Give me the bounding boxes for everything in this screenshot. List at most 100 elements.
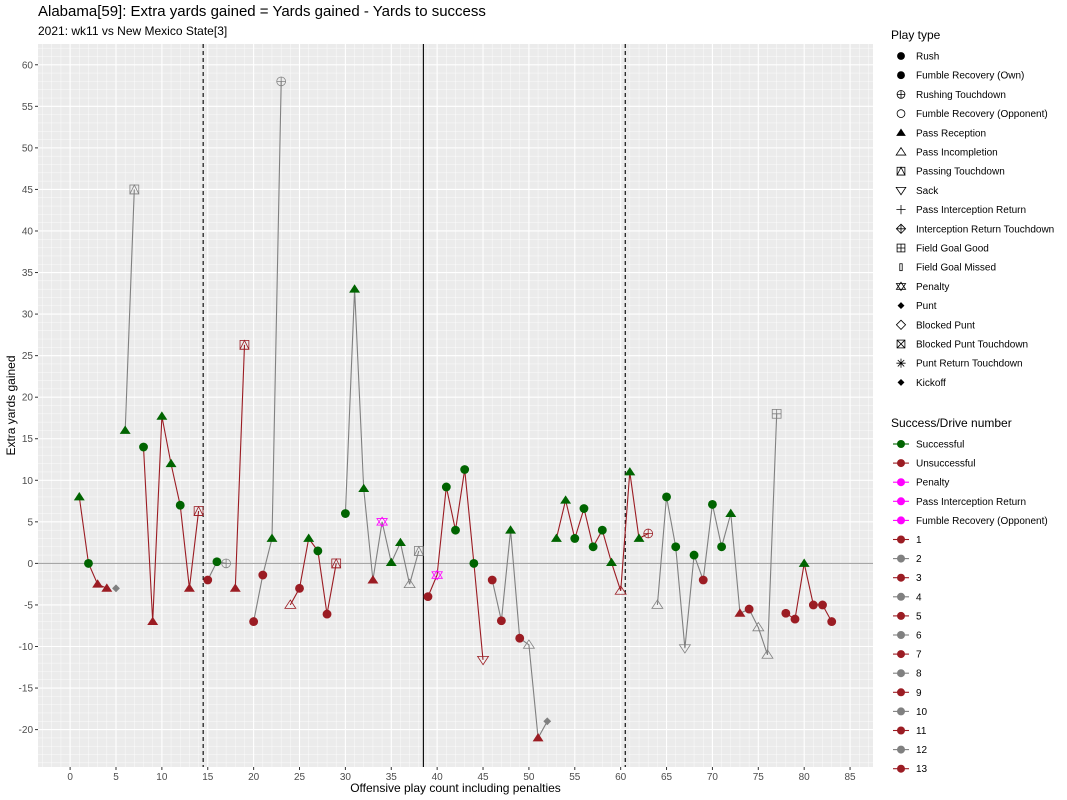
data-point: [394, 537, 406, 547]
x-tick-label: 75: [753, 772, 765, 783]
y-tick-label: 5: [27, 517, 33, 528]
data-point: [808, 600, 818, 610]
circle-marker: [203, 575, 213, 585]
data-point: [708, 499, 717, 509]
x-tick-label: 60: [615, 772, 627, 783]
triangle-marker: [532, 732, 544, 742]
data-point: [451, 525, 460, 535]
circle-marker: [808, 600, 818, 610]
legend-label: Kickoff: [916, 378, 946, 389]
data-point: [266, 533, 278, 542]
grid-lines: [38, 44, 873, 767]
data-point: [221, 558, 231, 569]
drive-legend-item: 6: [893, 631, 922, 642]
data-point: [112, 584, 120, 593]
data-point: [349, 284, 361, 293]
x-tick-label: 50: [523, 772, 535, 783]
play-type-legend-item: Blocked Punt Touchdown: [896, 340, 1028, 351]
drive-legend-item: 13: [893, 764, 928, 775]
y-tick-label: 30: [22, 310, 34, 321]
triangle-marker: [734, 608, 746, 617]
y-tick-label: 10: [22, 476, 34, 487]
circle-marker: [423, 592, 433, 602]
data-point: [175, 500, 185, 510]
data-point: [212, 557, 222, 567]
y-axis-title: Extra yards gained: [4, 355, 18, 455]
legend-dot: [897, 478, 905, 487]
circle-marker: [295, 583, 304, 593]
inner-triangle: [129, 184, 140, 195]
data-point: [193, 505, 204, 516]
data-point: [698, 575, 708, 585]
legend-label: 6: [916, 631, 922, 642]
data-point: [515, 633, 525, 643]
circle-marker: [258, 570, 268, 580]
y-tick-label: -15: [19, 684, 34, 695]
triangle-down-part: [431, 571, 444, 581]
circle-marker: [487, 575, 497, 585]
play-type-legend-item: Rushing Touchdown: [896, 90, 1006, 101]
triangle-open-marker: [614, 585, 627, 595]
triangle-marker: [367, 575, 379, 584]
legend-label: 4: [916, 592, 922, 603]
legend-dot: [897, 516, 905, 525]
data-point: [606, 557, 617, 567]
triangle-down-part: [895, 283, 907, 292]
data-point: [284, 599, 297, 609]
triangle-marker: [165, 458, 177, 468]
diamond-marker: [543, 717, 552, 726]
play-type-legend-item: Field Goal Good: [896, 244, 989, 255]
data-point: [165, 458, 177, 468]
circle-marker: [708, 499, 717, 509]
triangle-marker: [73, 491, 85, 501]
circle-marker: [827, 617, 837, 626]
legend-dot: [897, 745, 905, 754]
triangle-marker: [385, 557, 397, 567]
inner-triangle: [239, 339, 250, 350]
legend-label: Pass Incompletion: [916, 148, 998, 159]
triangle-down-part: [376, 518, 389, 528]
triangle-open-marker: [752, 621, 765, 632]
data-point: [543, 717, 552, 726]
legend-label: Pass Reception: [916, 128, 986, 139]
circle-open-marker: [896, 109, 906, 118]
drive-legend-item: 10: [893, 707, 928, 718]
x-tick-label: 80: [799, 772, 811, 783]
inner-triangle: [193, 505, 204, 516]
x-tick-label: 35: [386, 772, 398, 783]
data-point: [532, 732, 544, 742]
circle-marker: [781, 608, 791, 618]
triangle-open-marker: [761, 649, 774, 659]
x-tick-label: 85: [844, 772, 856, 783]
play-type-legend-item: Punt: [897, 301, 937, 312]
data-point: [367, 575, 379, 584]
data-point: [771, 408, 782, 419]
legend-label: Fumble Recovery (Opponent): [916, 516, 1048, 527]
data-point: [295, 583, 304, 593]
legend-dot: [897, 554, 905, 563]
data-point: [505, 525, 517, 534]
data-point: [624, 467, 636, 476]
legend-label: 7: [916, 650, 922, 661]
circle-marker: [897, 71, 905, 80]
drive-legend-item: Fumble Recovery (Opponent): [893, 516, 1048, 527]
data-point: [249, 617, 259, 626]
circle-marker: [249, 617, 259, 626]
data-point: [496, 616, 506, 626]
play-type-legend-title: Play type: [891, 28, 941, 42]
drive-legend-item: 5: [893, 611, 922, 622]
data-point: [413, 545, 424, 556]
triangle-open-marker: [403, 578, 416, 589]
play-type-legend-item: Field Goal Missed: [899, 263, 996, 274]
triangle-marker: [633, 533, 645, 542]
triangle-marker: [550, 533, 562, 542]
y-tick-label: 25: [22, 351, 34, 362]
legend-label: 1: [916, 535, 922, 546]
drive-legend-title: Success/Drive number: [891, 416, 1012, 430]
x-tick-label: 10: [156, 772, 168, 783]
circle-marker: [744, 604, 754, 614]
data-point: [570, 534, 580, 543]
triangle-up-part: [431, 569, 444, 579]
data-point: [643, 528, 654, 539]
data-point: [579, 504, 589, 513]
